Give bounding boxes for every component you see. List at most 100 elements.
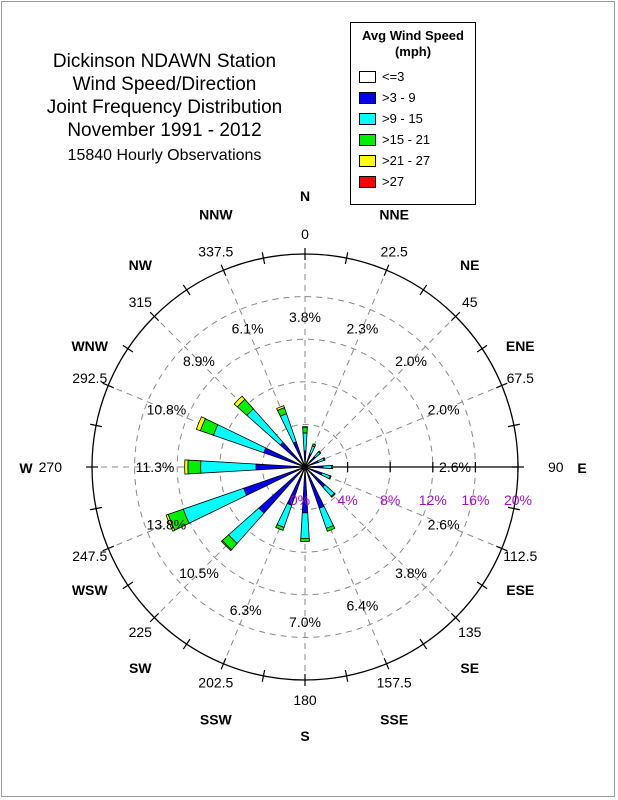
grid-spoke — [304, 270, 387, 468]
direction-name: NNE — [379, 207, 409, 223]
grid-spoke — [304, 385, 502, 468]
legend-label: >27 — [382, 174, 405, 189]
title-line: November 1991 - 2012 — [67, 120, 262, 141]
legend-title: Avg Wind Speed — [362, 28, 464, 43]
legend-label: <=3 — [382, 69, 405, 84]
observations-count: 15840 Hourly Observations — [67, 147, 262, 164]
degree-label: 292.5 — [72, 370, 107, 386]
wind-bar-segment — [233, 395, 246, 408]
axis-tick — [496, 382, 508, 389]
legend-label: >15 - 21 — [382, 132, 431, 147]
title-line: Dickinson NDAWN Station — [52, 51, 277, 72]
axis-tick — [149, 311, 160, 322]
wind-bar-segment — [328, 475, 332, 480]
direction-total-label: 3.8% — [289, 309, 321, 325]
wind-bar-segment — [306, 465, 324, 469]
wind-bar-segment — [317, 450, 322, 455]
legend-item: >3 - 9 — [351, 87, 475, 108]
axis-tick — [90, 506, 103, 511]
wind-bar-segment — [302, 427, 308, 434]
radial-tick-label: 20% — [504, 492, 532, 508]
legend-label: >21 - 27 — [382, 153, 431, 168]
axis-tick — [450, 612, 461, 623]
direction-total-label: 3.8% — [395, 565, 427, 581]
wind-bar-segment — [220, 539, 233, 552]
axis-tick — [344, 669, 349, 682]
axis-tick — [90, 423, 103, 428]
direction-total-label: 2.3% — [346, 320, 378, 336]
wind-bar-segment — [309, 445, 316, 456]
direction-name: E — [577, 460, 586, 476]
direction-name: NE — [460, 257, 479, 273]
direction-total-label: 6.3% — [230, 602, 262, 618]
wind-bar-segment — [200, 460, 257, 474]
legend-item: <=3 — [351, 66, 475, 87]
direction-name: W — [19, 460, 33, 476]
degree-label: 157.5 — [377, 674, 412, 690]
direction-total-label: 6.1% — [232, 320, 264, 336]
degree-label: 67.5 — [507, 370, 534, 386]
legend-item: >27 — [351, 171, 475, 192]
radial-tick-label: 4% — [337, 492, 357, 508]
direction-total-label: 8.9% — [183, 353, 215, 369]
direction-name: NNW — [199, 207, 233, 223]
wind-bar-segment — [227, 507, 265, 545]
direction-total-label: 6.4% — [346, 598, 378, 614]
axis-tick — [383, 264, 390, 276]
radial-tick-label: 0% — [290, 492, 310, 508]
wind-bar-segment — [318, 505, 334, 529]
direction-total-label: 10.8% — [147, 402, 187, 418]
direction-name: WNW — [71, 338, 108, 354]
wind-bar-segment — [187, 459, 202, 475]
legend-items: <=3 >3 - 9 >9 - 15 >15 - 21 >21 - 27 >27 — [351, 66, 475, 192]
direction-total-label: 2.6% — [439, 459, 471, 475]
radial-tick-label: 16% — [461, 492, 489, 508]
axis-tick — [182, 638, 191, 650]
wind-bar-segment — [322, 457, 326, 461]
axis-tick — [507, 423, 520, 428]
direction-name: N — [300, 188, 310, 204]
axis-tick — [102, 382, 114, 389]
axis-tick — [383, 658, 390, 670]
degree-label: 247.5 — [72, 548, 107, 564]
direction-total-label: 13.8% — [147, 516, 187, 532]
wind-bar-segment — [330, 492, 336, 498]
chart-title: Dickinson NDAWN Station Wind Speed/Direc… — [22, 50, 307, 166]
axis-tick — [149, 612, 160, 623]
axis-tick — [261, 669, 266, 682]
legend: Avg Wind Speed (mph) <=3 >3 - 9 >9 - 15 … — [350, 22, 476, 205]
wind-bar-segment — [246, 408, 284, 446]
degree-label: 112.5 — [503, 548, 537, 564]
wind-bar-segment — [195, 416, 206, 432]
wind-bar-segment — [275, 523, 285, 531]
degree-label: 202.5 — [198, 674, 233, 690]
axis-tick — [122, 581, 134, 590]
direction-name: ENE — [506, 338, 535, 354]
axis-tick — [507, 506, 520, 511]
degree-label: 90 — [548, 459, 564, 475]
axis-tick — [419, 284, 428, 296]
degree-label: 135 — [458, 624, 482, 640]
axis-tick — [122, 344, 134, 353]
degree-label: 337.5 — [198, 244, 233, 260]
wind-bar-segment — [279, 413, 297, 444]
direction-total-label: 2.0% — [395, 353, 427, 369]
wind-bar-segment — [322, 464, 333, 470]
wind-bar-segment — [300, 537, 310, 542]
wind-bar-segment — [212, 424, 267, 454]
legend-swatch — [359, 154, 376, 167]
wind-bar-segment — [276, 405, 285, 412]
wind-bar-segment — [302, 426, 308, 429]
axis-tick — [220, 658, 227, 670]
legend-label: >3 - 9 — [382, 90, 416, 105]
direction-total-label: 7.0% — [289, 614, 321, 630]
direction-name: WSW — [72, 582, 109, 598]
legend-unit: (mph) — [394, 44, 432, 59]
legend-item: >15 - 21 — [351, 129, 475, 150]
wind-bar-segment — [300, 512, 310, 539]
axis-tick — [476, 581, 488, 590]
wind-bar-segment — [325, 524, 336, 532]
wind-bar-segment — [311, 443, 317, 448]
direction-total-label: 2.6% — [428, 516, 460, 532]
